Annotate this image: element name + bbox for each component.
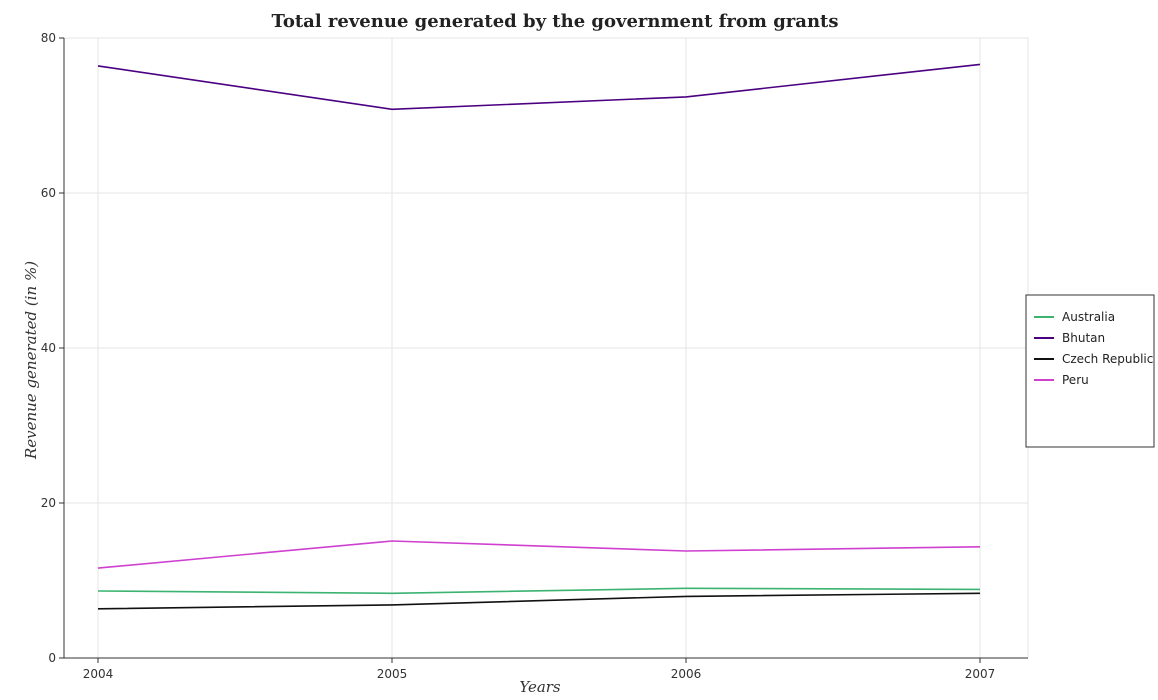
legend-label: Bhutan — [1062, 331, 1105, 345]
series-line-czech-republic — [97, 592, 981, 610]
legend: Australia Bhutan Czech Republic Peru — [1025, 294, 1155, 448]
x-axis-label: Years — [519, 678, 561, 696]
legend-label: Peru — [1062, 373, 1089, 387]
x-tick-label: 2004 — [83, 667, 114, 681]
x-tick-label: 2007 — [965, 667, 996, 681]
axes: 0 20 40 60 80 2004 2005 2006 2007 — [41, 31, 1028, 681]
legend-label: Australia — [1062, 310, 1115, 324]
x-tick-label: 2005 — [377, 667, 408, 681]
x-tick-label: 2006 — [671, 667, 702, 681]
y-tick-label: 0 — [48, 651, 56, 665]
series-line-australia — [97, 587, 981, 595]
grid — [63, 37, 1029, 659]
series-line-bhutan — [97, 63, 981, 111]
chart-title: Total revenue generated by the governmen… — [272, 11, 839, 32]
y-tick-label: 20 — [41, 496, 56, 510]
series-lines — [97, 63, 981, 610]
y-tick-label: 80 — [41, 31, 56, 45]
legend-label: Czech Republic — [1062, 352, 1153, 366]
y-tick-label: 40 — [41, 341, 56, 355]
y-axis-label: Revenue generated (in %) — [22, 261, 40, 460]
y-tick-label: 60 — [41, 186, 56, 200]
series-line-peru — [97, 540, 981, 569]
legend-box — [1025, 294, 1155, 448]
